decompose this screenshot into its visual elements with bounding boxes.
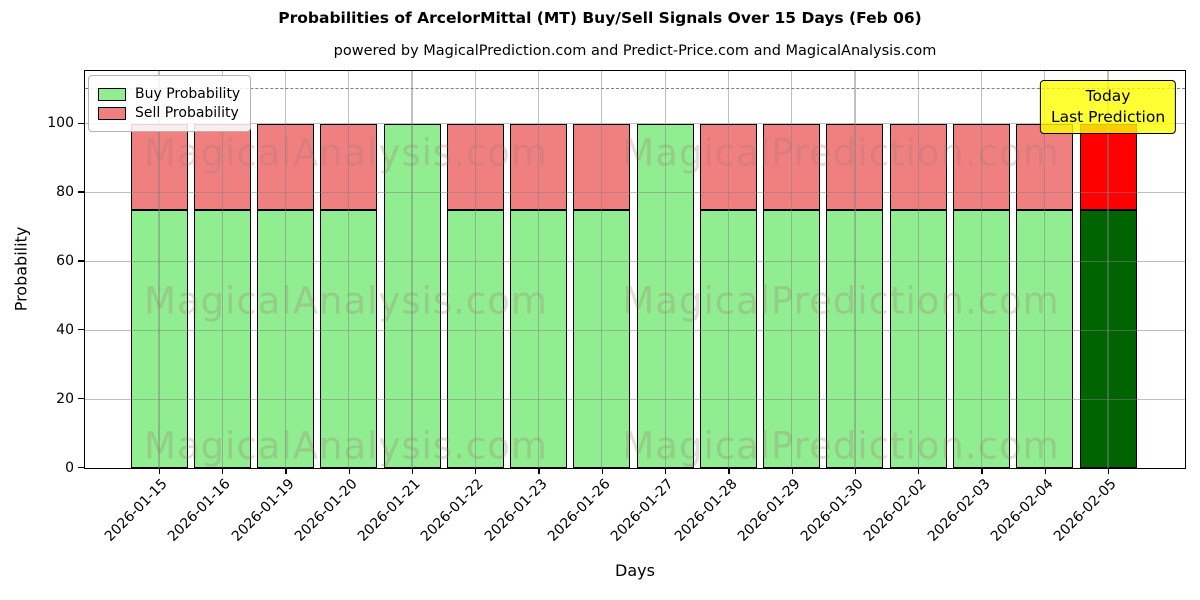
v-gridline <box>1107 71 1109 468</box>
y-tick-mark <box>78 122 84 124</box>
x-tick-label-text: 2026-02-03 <box>924 475 994 545</box>
v-gridline <box>411 71 413 468</box>
x-tick-mark <box>222 467 224 474</box>
x-tick-label-text: 2026-01-23 <box>481 475 551 545</box>
plot-area: MagicalAnalysis.com MagicalPrediction.com… <box>84 70 1186 469</box>
legend-label-buy: Buy Probability <box>135 86 241 102</box>
x-axis-label: Days <box>615 561 655 580</box>
x-tick-mark <box>728 467 730 474</box>
x-tick-mark <box>854 467 857 474</box>
chart-subtitle: powered by MagicalPrediction.com and Pre… <box>333 43 937 59</box>
sell-swatch-icon <box>98 106 126 120</box>
today-annotation-line2: Last Prediction <box>1050 107 1166 126</box>
x-tick-mark <box>1044 467 1046 474</box>
x-tick-label-text: 2026-01-29 <box>734 475 804 545</box>
y-tick-label: 80 <box>56 184 74 201</box>
y-tick-label: 60 <box>56 252 74 269</box>
v-gridline <box>727 71 730 468</box>
x-tick-label-text: 2026-01-28 <box>671 475 741 545</box>
v-gridline <box>158 71 160 468</box>
h-gridline <box>85 191 1185 194</box>
y-tick-label: 40 <box>56 321 74 338</box>
x-tick-mark <box>1107 467 1110 474</box>
x-tick-mark <box>918 467 920 474</box>
y-tick-label: 20 <box>56 390 74 407</box>
x-tick-label-text: 2026-02-05 <box>1051 475 1120 545</box>
y-tick-mark <box>78 260 84 262</box>
h-gridline <box>85 398 1185 400</box>
v-gridline <box>284 71 287 468</box>
x-tick-mark <box>538 467 540 474</box>
buy-swatch-icon <box>98 87 126 101</box>
today-annotation: Today Last Prediction <box>1039 80 1177 134</box>
grid-layer <box>85 71 1185 468</box>
watermark-text: MagicalPrediction.com <box>622 131 1060 175</box>
watermark-text: MagicalAnalysis.com <box>144 279 548 323</box>
v-gridline <box>221 71 223 468</box>
x-tick-label-text: 2026-01-19 <box>228 475 298 545</box>
watermark-text: MagicalAnalysis.com <box>144 424 548 468</box>
x-tick-label-text: 2026-01-22 <box>418 475 488 545</box>
watermark-text: MagicalAnalysis.com <box>144 131 548 175</box>
v-gridline <box>791 71 793 468</box>
v-gridline <box>664 71 666 468</box>
legend-item-sell: Sell Probability <box>98 105 240 121</box>
x-tick-label-text: 2026-01-20 <box>291 475 361 545</box>
threshold-dashed-line <box>85 88 1185 90</box>
y-tick-mark <box>78 397 84 400</box>
h-gridline <box>85 329 1185 331</box>
y-tick-label: 0 <box>65 459 74 476</box>
x-tick-mark <box>411 467 414 474</box>
x-tick-label-text: 2026-02-02 <box>861 475 931 545</box>
v-gridline <box>601 71 603 468</box>
x-tick-mark <box>475 467 477 474</box>
today-annotation-line1: Today <box>1085 87 1131 105</box>
x-tick-mark <box>601 467 604 474</box>
x-tick-label-text: 2026-01-26 <box>544 475 614 545</box>
watermark-layer: MagicalAnalysis.com MagicalPrediction.com… <box>85 71 1185 468</box>
legend-label-sell: Sell Probability <box>135 105 239 121</box>
y-tick-label: 100 <box>47 115 74 132</box>
chart-title: Probabilities of ArcelorMittal (MT) Buy/… <box>278 9 922 27</box>
v-gridline <box>854 71 856 468</box>
x-tick-label-text: 2026-01-21 <box>355 475 424 545</box>
x-tick-mark <box>285 467 287 474</box>
watermark-text: MagicalPrediction.com <box>622 424 1060 468</box>
x-tick-mark <box>665 467 667 474</box>
y-tick-mark <box>78 466 84 469</box>
h-gridline <box>85 260 1185 262</box>
x-tick-label-text: 2026-01-27 <box>608 475 677 545</box>
y-tick-mark <box>78 329 84 331</box>
y-tick-mark <box>78 191 84 193</box>
v-gridline <box>980 71 983 468</box>
legend-item-buy: Buy Probability <box>98 86 240 102</box>
v-gridline <box>474 71 476 468</box>
x-tick-label-text: 2026-01-16 <box>165 475 235 545</box>
v-gridline <box>348 71 350 468</box>
x-tick-mark <box>158 467 161 474</box>
x-tick-mark <box>348 467 350 474</box>
x-tick-mark <box>981 467 983 474</box>
v-gridline <box>917 71 919 468</box>
h-gridline <box>85 123 1185 125</box>
x-tick-label-text: 2026-01-30 <box>797 475 867 545</box>
v-gridline <box>538 71 540 468</box>
legend: Buy Probability Sell Probability <box>88 75 252 132</box>
x-tick-label-text: 2026-02-04 <box>987 475 1057 545</box>
x-tick-mark <box>791 467 793 474</box>
watermark-text: MagicalPrediction.com <box>622 279 1060 323</box>
v-gridline <box>1044 71 1046 468</box>
x-tick-label-text: 2026-01-15 <box>101 475 171 545</box>
